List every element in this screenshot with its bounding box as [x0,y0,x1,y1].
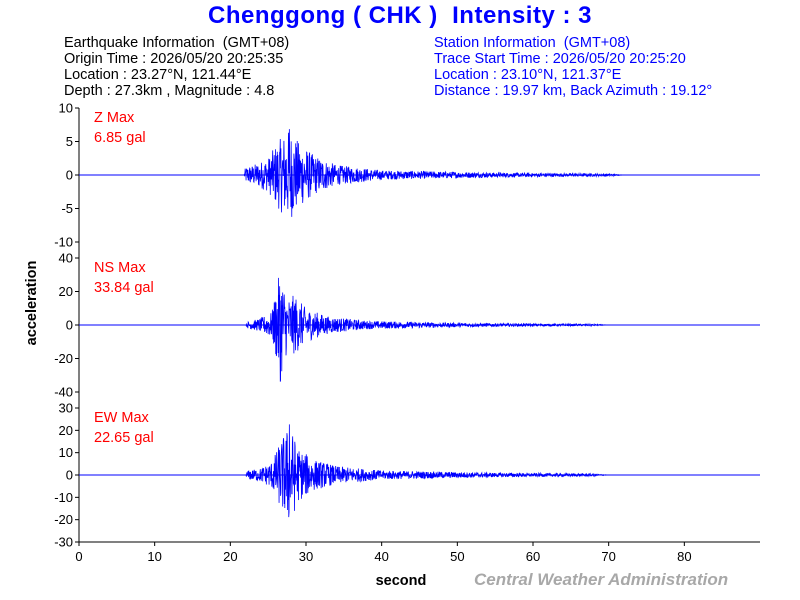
y-tick-label-z: 10 [59,101,73,116]
x-axis-title: second [376,573,427,589]
y-axis-title: acceleration [24,261,40,346]
station-info-heading: Station Information (GMT+08) [434,35,631,51]
y-tick-label-z: 5 [66,134,73,149]
x-tick-label: 40 [374,549,388,564]
y-tick-label-ns: 20 [59,284,73,299]
y-tick-label-z: -10 [54,235,73,250]
station-info: Station Information (GMT+08) Trace Start… [434,35,712,99]
y-tick-label-z: -5 [61,201,73,216]
y-tick-label-ew: 10 [59,445,73,460]
depth-magnitude: Depth : 27.3km , Magnitude : 4.8 [64,83,275,99]
y-tick-label-ns: 40 [59,251,73,266]
y-tick-label-ns: 0 [66,318,73,333]
x-tick-label: 10 [147,549,161,564]
page-title: Chenggong ( CHK ) Intensity : 3 [208,2,592,29]
trace-start-time: Trace Start Time : 2026/05/20 20:25:20 [434,51,686,67]
x-tick-label: 50 [450,549,464,564]
epicenter-location: Location : 23.27°N, 121.44°E [64,67,252,83]
y-tick-label-ns: -20 [54,351,73,366]
max-label-ns: NS Max [94,260,146,276]
x-tick-label: 70 [601,549,615,564]
max-value-z: 6.85 gal [94,130,146,146]
earthquake-info-heading: Earthquake Information (GMT+08) [64,35,290,51]
max-value-ns: 33.84 gal [94,280,154,296]
max-label-ew: EW Max [94,410,150,426]
y-tick-label-ew: 30 [59,401,73,416]
x-tick-label: 20 [223,549,237,564]
station-distance: Distance : 19.97 km, Back Azimuth : 19.1… [434,83,713,99]
max-value-ew: 22.65 gal [94,430,154,446]
y-tick-label-ew: 0 [66,468,73,483]
x-tick-label: 80 [677,549,691,564]
y-tick-label-z: 0 [66,168,73,183]
y-tick-label-ew: -10 [54,490,73,505]
trace-ew [79,424,760,518]
y-tick-label-ew: -30 [54,535,73,550]
x-tick-label: 0 [75,549,82,564]
x-tick-label: 60 [526,549,540,564]
earthquake-info: Earthquake Information (GMT+08) Origin T… [64,35,289,99]
x-tick-label: 30 [299,549,313,564]
y-tick-label-ew: -20 [54,512,73,527]
y-tick-label-ew: 20 [59,423,73,438]
station-location: Location : 23.10°N, 121.37°E [434,67,622,83]
y-tick-label-ns: -40 [54,385,73,400]
trace-z [79,129,760,217]
agency-credit: Central Weather Administration [474,570,729,589]
max-label-z: Z Max [94,110,135,126]
trace-ns [79,277,760,382]
origin-time: Origin Time : 2026/05/20 20:25:35 [64,51,284,67]
